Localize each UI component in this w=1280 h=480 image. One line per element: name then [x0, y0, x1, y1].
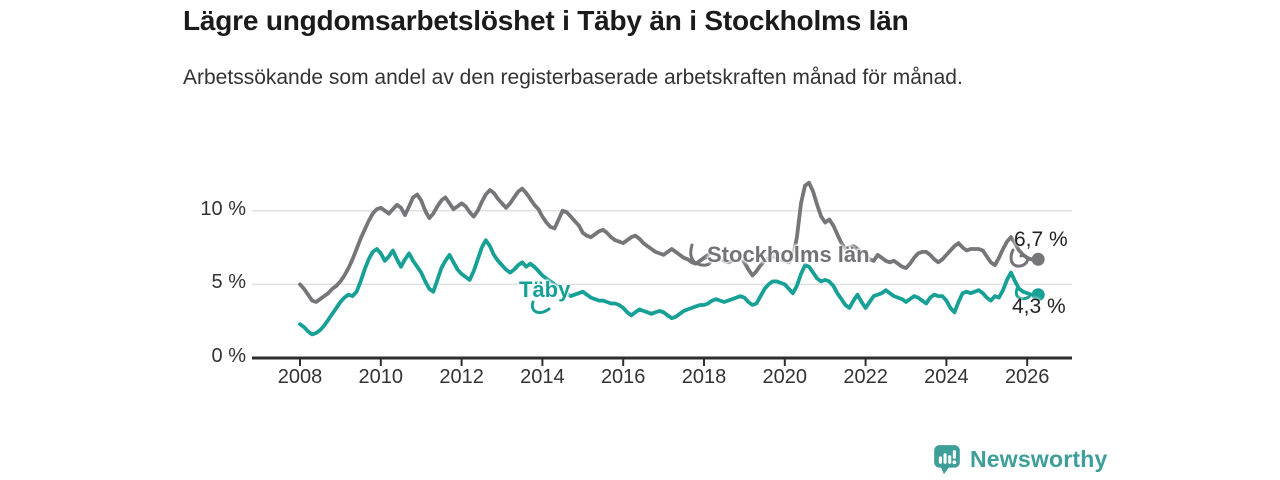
x-tick-label: 2024: [924, 366, 969, 388]
x-tick-label: 2008: [277, 366, 323, 388]
chart-series-layer: [252, 180, 1072, 366]
annotation-arrow-stockholm: [689, 243, 713, 267]
x-tick-label: 2022: [843, 366, 888, 388]
latest-value-dots: [1031, 252, 1045, 302]
page-subtitle: Arbetssökande som andel av den registerb…: [183, 66, 963, 89]
y-tick-label: 10 %: [200, 197, 246, 220]
x-tick-label: 2010: [358, 366, 404, 388]
y-tick-label: 5 %: [211, 271, 246, 294]
annotation-arrow-taby: [530, 300, 551, 314]
latest-value-label-taby: 4,3 %: [1012, 295, 1066, 318]
x-tick-label: 2026: [1004, 366, 1050, 388]
y-tick-label: 0 %: [211, 345, 246, 367]
series-label-stockholms-lan: Stockholms län: [707, 242, 870, 267]
x-tick-label: 2014: [520, 366, 565, 388]
annotation-arrow-value-taby: [1014, 285, 1031, 301]
x-tick-label: 2016: [600, 366, 646, 388]
latest-value-label-stockholms-lan: 6,7 %: [1014, 228, 1068, 251]
page-title: Lägre ungdomsarbetslöshet i Täby än i St…: [183, 5, 909, 36]
brand-name: Newsworthy: [970, 446, 1108, 472]
bar-chart-bubble-icon: [934, 445, 960, 475]
newsworthy-logo[interactable]: Newsworthy: [933, 443, 1107, 476]
x-tick-label: 2020: [762, 366, 808, 388]
annotation-arrow-value-stockholm: [1009, 248, 1030, 268]
x-tick-label: 2018: [681, 366, 727, 388]
series-label-taby: Täby: [519, 277, 571, 302]
x-tick-label: 2012: [439, 366, 484, 388]
